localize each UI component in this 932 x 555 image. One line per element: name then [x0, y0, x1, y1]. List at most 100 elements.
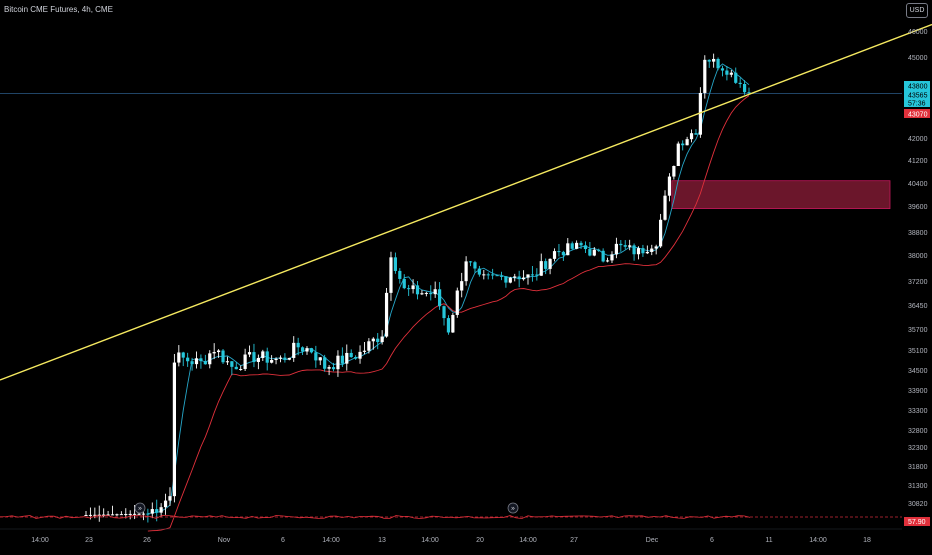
candle-body — [323, 357, 327, 369]
candle-body — [362, 350, 367, 352]
candle-body — [685, 139, 689, 146]
candle-body — [203, 361, 207, 365]
y-tick-label: 46000 — [908, 29, 928, 36]
candle-body — [393, 257, 397, 271]
candle-body — [446, 318, 451, 333]
price-badge-bg — [904, 90, 930, 99]
candle-body — [610, 254, 614, 261]
candle-body — [349, 352, 353, 358]
x-tick-label: 14:00 — [31, 537, 49, 544]
candle-body — [663, 195, 667, 220]
candle-body — [628, 245, 632, 247]
fast-ma-line — [147, 63, 750, 515]
candle-body — [292, 342, 296, 358]
candle-body — [729, 72, 733, 75]
candle-body — [676, 143, 680, 167]
candle-body — [654, 246, 658, 249]
candle-body — [212, 352, 216, 354]
candle-body — [619, 243, 623, 246]
candle-body — [199, 358, 203, 362]
candle-body — [623, 245, 627, 247]
candle-body — [420, 293, 424, 295]
candle-body — [159, 507, 163, 513]
y-tick-label: 32300 — [908, 445, 928, 452]
x-tick-label: 14:00 — [322, 537, 340, 544]
candle-body — [318, 357, 322, 361]
x-tick-label: 6 — [710, 537, 714, 544]
x-tick-label: Dec — [646, 537, 659, 544]
x-tick-label: 14:00 — [421, 537, 439, 544]
y-tick-label: 33900 — [908, 388, 928, 395]
double-chevron-icon — [134, 502, 146, 514]
candle-body — [747, 92, 751, 94]
candle-body — [234, 366, 238, 370]
x-tick-label: 23 — [85, 537, 93, 544]
candle-body — [716, 58, 720, 69]
candle-body — [128, 513, 132, 515]
price-badge-bg — [904, 109, 930, 118]
slow-ma-line — [147, 95, 750, 532]
candle-body — [389, 257, 393, 293]
candle-body — [614, 243, 618, 255]
candle-body — [287, 357, 291, 360]
double-chevron-icon — [507, 502, 519, 514]
price-badge-label: 43800 — [908, 84, 928, 91]
candle-body — [256, 358, 260, 362]
candle-body — [477, 268, 481, 275]
candle-body — [141, 513, 146, 515]
candle-body — [544, 261, 548, 269]
currency-button[interactable]: USD — [906, 3, 928, 18]
candle-body — [309, 348, 314, 353]
candle-body — [217, 350, 221, 353]
price-badge-label: 43565 — [908, 93, 928, 100]
candle-body — [659, 219, 663, 247]
candle-body — [314, 352, 318, 361]
candle-body — [155, 509, 159, 513]
candle-body — [97, 514, 101, 516]
candle-body — [247, 352, 252, 355]
y-tick-label: 41200 — [908, 158, 928, 165]
candle-body — [402, 278, 406, 289]
candle-body — [93, 514, 97, 516]
candle-body — [261, 351, 265, 359]
y-tick-label: 38000 — [908, 253, 928, 260]
candle-body — [442, 306, 446, 319]
y-tick-label: 40400 — [908, 181, 928, 188]
candle-body — [433, 289, 437, 295]
candle-body — [539, 261, 543, 276]
y-tick-label: 31300 — [908, 483, 928, 490]
candle-body — [570, 243, 574, 249]
candle-body — [221, 350, 225, 363]
price-badge-label: 43070 — [908, 112, 928, 119]
candle-body — [473, 262, 477, 269]
candle-body — [265, 351, 269, 363]
y-tick-label: 30820 — [908, 501, 928, 508]
candle-body — [636, 248, 641, 255]
y-tick-label: 38800 — [908, 230, 928, 237]
candle-body — [407, 288, 411, 290]
candle-body — [384, 292, 389, 337]
candle-body — [438, 289, 442, 307]
candle-body — [681, 143, 685, 146]
candle-body — [601, 250, 605, 262]
candle-body — [305, 348, 309, 352]
y-tick-label: 35100 — [908, 348, 928, 355]
candle-body — [725, 70, 729, 75]
candle-body — [411, 285, 415, 290]
supply-zone — [671, 180, 891, 209]
candle-body — [742, 84, 747, 93]
candle-body — [84, 515, 88, 516]
x-tick-label: 26 — [143, 537, 151, 544]
candle-body — [504, 276, 508, 283]
price-badge-bg — [904, 81, 930, 90]
candle-body — [455, 290, 459, 315]
candle-body — [186, 357, 190, 362]
candle-body — [575, 242, 579, 249]
candle-body — [371, 338, 375, 342]
candle-body — [88, 514, 93, 516]
candle-body — [106, 514, 110, 516]
candle-body — [592, 249, 596, 256]
candle-body — [557, 251, 561, 253]
